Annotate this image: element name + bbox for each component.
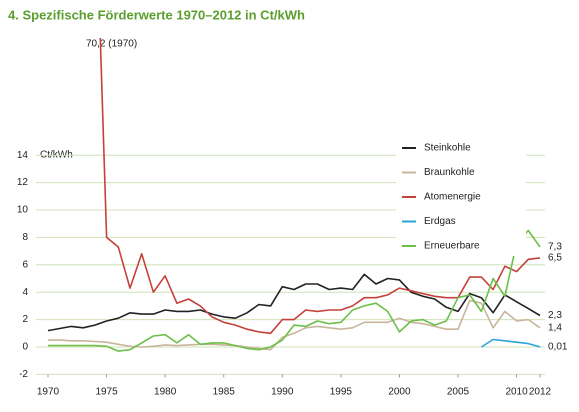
y-tick-label: 4	[22, 287, 28, 298]
x-tick-label: 2005	[447, 387, 470, 398]
series-line	[480, 338, 541, 348]
y-tick-label: 2	[22, 314, 28, 325]
lines	[47, 38, 541, 352]
end-label: 7,3	[548, 242, 562, 253]
y-tick-label: -2	[19, 369, 28, 380]
x-tick-label: 2010	[505, 387, 528, 398]
x-tick-label: 1970	[37, 387, 60, 398]
series-line	[48, 299, 541, 351]
end-label: 2,3	[548, 310, 562, 321]
x-tick-label: 1995	[330, 387, 353, 398]
end-label: 0,01	[548, 342, 568, 353]
x-tick-label: 2000	[388, 387, 411, 398]
x-tick-label: 1990	[271, 387, 294, 398]
legend-label: Braunkohle	[424, 167, 475, 178]
series-line	[99, 38, 541, 335]
y-tick-label: 8	[22, 232, 28, 243]
x-tick-label: 1985	[213, 387, 236, 398]
series-line	[47, 273, 541, 332]
series-line	[48, 229, 541, 352]
x-tick-label: 1975	[95, 387, 118, 398]
end-label: 6,5	[548, 253, 562, 264]
legend-label: Atomenergie	[424, 192, 481, 203]
legend-background	[396, 138, 526, 256]
y-tick-label: 12	[17, 177, 29, 188]
y-tick-label: 14	[17, 150, 29, 161]
legend-label: Steinkohle	[424, 143, 471, 154]
legend: Steinkohle Braunkohle Atomenergie Erdgas Ern…	[396, 138, 526, 256]
annotation: 70,2 (1970)	[86, 39, 137, 50]
x-tick-label: 2012	[529, 387, 552, 398]
y-tick-label: 10	[17, 205, 29, 216]
x-tick-label: 1980	[154, 387, 177, 398]
end-label: 1,4	[548, 322, 562, 333]
legend-label: Erneuerbare	[424, 241, 480, 252]
y-tick-label: 6	[22, 259, 28, 270]
chart-title: 4. Spezifische Förderwerte 1970–2012 in …	[8, 7, 305, 22]
legend-label: Erdgas	[424, 216, 456, 227]
y-tick-label: 0	[22, 342, 28, 353]
